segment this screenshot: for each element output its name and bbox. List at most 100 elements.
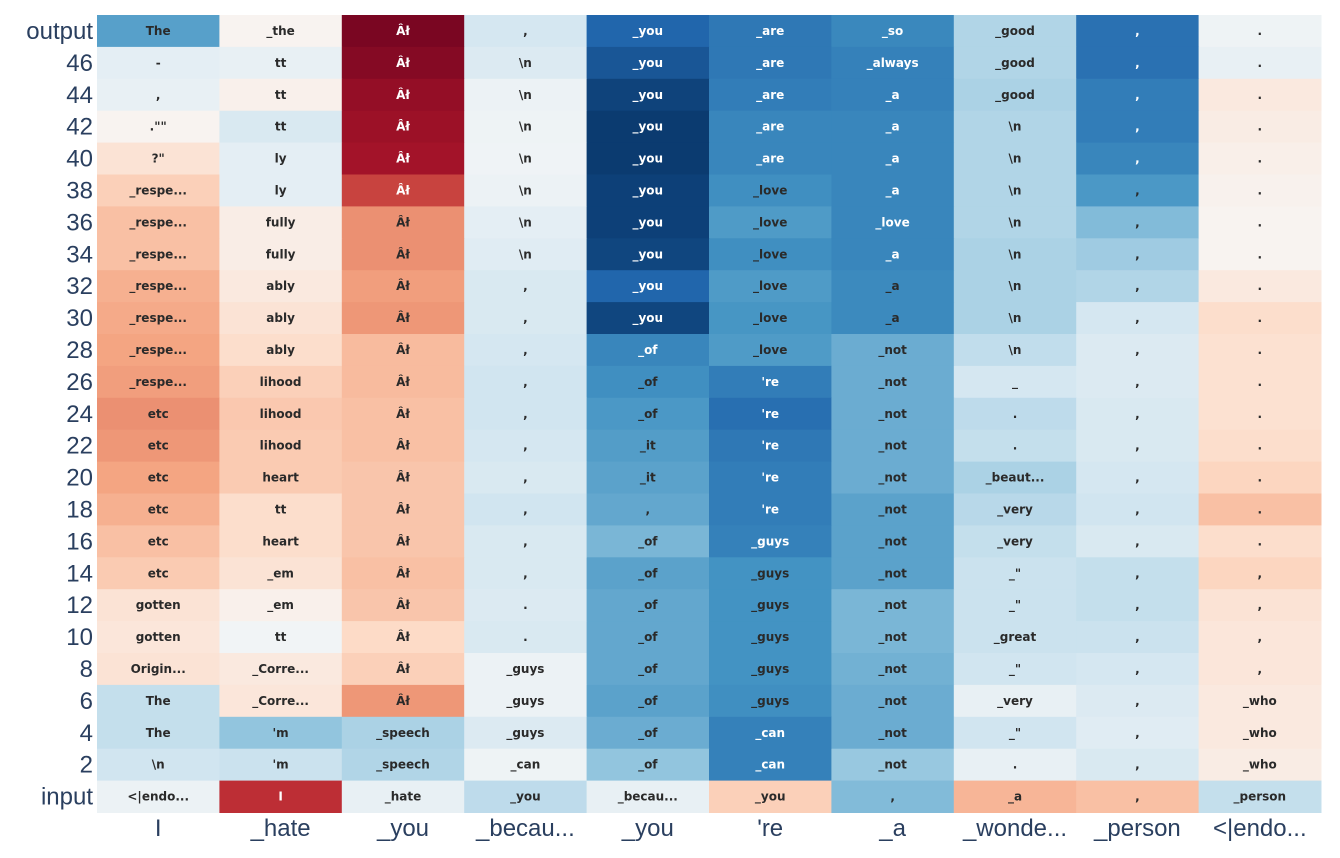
- heatmap-cell-label-r2-c5: _are: [756, 88, 784, 103]
- heatmap-cell-label-r7-c7: \n: [1009, 247, 1022, 261]
- heatmap-cell-r16-c6: [831, 525, 955, 558]
- heatmap-cell-label-r16-c5: _guys: [751, 534, 789, 549]
- heatmap-cell-label-r2-c2: Âł: [396, 87, 410, 102]
- heatmap-cell-r10-c0: [97, 334, 220, 367]
- heatmap-cell-r15-c5: [709, 493, 832, 526]
- heatmap-cell-r20-c7: [953, 653, 1077, 686]
- heatmap-cell-label-r11-c1: lihood: [260, 375, 302, 389]
- heatmap-cell-label-r22-c2: _speech: [376, 726, 430, 741]
- heatmap-cell-r3-c1: [219, 110, 343, 144]
- heatmap-cell-r3-c8: [1076, 110, 1200, 144]
- heatmap-cell-r20-c2: [341, 653, 465, 686]
- heatmap-cell-r17-c2: [341, 557, 465, 590]
- heatmap-cell-label-r23-c7: .: [1013, 758, 1018, 772]
- x-tick-label-1: _hate: [250, 815, 311, 842]
- heatmap-cell-r0-c7: [953, 15, 1077, 48]
- heatmap-cell-label-r12-c8: ,: [1135, 407, 1140, 421]
- heatmap-cell-r21-c8: [1076, 684, 1200, 718]
- heatmap-cell-label-r16-c8: ,: [1135, 534, 1140, 548]
- heatmap-cell-r8-c2: [341, 270, 465, 303]
- heatmap-cell-r14-c4: [586, 461, 710, 494]
- heatmap-cell-label-r8-c4: _you: [632, 279, 663, 294]
- heatmap-cell-label-r20-c6: _not: [878, 662, 907, 677]
- heatmap-cell-label-r14-c3: ,: [523, 471, 528, 485]
- heatmap-cell-label-r14-c5: 're: [761, 471, 779, 485]
- heatmap-cell-r7-c2: [341, 238, 465, 271]
- heatmap-cell-r13-c3: [464, 429, 588, 463]
- heatmap-cell-label-r12-c9: .: [1258, 407, 1263, 421]
- heatmap-cell-r6-c0: [97, 206, 220, 239]
- heatmap-cell-r23-c4: [586, 748, 710, 782]
- heatmap-cell-label-r6-c7: \n: [1009, 215, 1022, 229]
- heatmap-cell-r3-c7: [953, 110, 1077, 144]
- heatmap-cell-r2-c2: [341, 78, 465, 112]
- heatmap-cell-r9-c2: [341, 302, 465, 335]
- heatmap-cell-r5-c4: [586, 174, 710, 207]
- heatmap-cell-label-r9-c6: _a: [886, 311, 900, 326]
- heatmap-cell-r13-c6: [831, 429, 955, 463]
- heatmap-cell-r17-c8: [1076, 557, 1200, 590]
- heatmap-cell-r4-c1: [219, 142, 343, 175]
- heatmap-cell-r10-c8: [1076, 334, 1200, 367]
- heatmap-cell-label-r8-c7: \n: [1009, 279, 1022, 293]
- heatmap-cell-r12-c6: [831, 397, 955, 431]
- heatmap-cell-r23-c8: [1076, 748, 1200, 782]
- y-tick-label-8: 32: [66, 273, 93, 300]
- heatmap-cell-label-r13-c3: ,: [523, 439, 528, 453]
- heatmap-cell-r4-c4: [586, 142, 710, 175]
- heatmap-cell-r18-c8: [1076, 589, 1200, 622]
- heatmap-cell-label-r3-c5: _are: [756, 120, 784, 135]
- heatmap-cell-r20-c1: [219, 653, 343, 686]
- heatmap-cell-label-r10-c7: \n: [1009, 343, 1022, 357]
- heatmap-cell-label-r6-c0: _respe...: [129, 215, 187, 230]
- heatmap-cell-label-r16-c9: .: [1258, 534, 1263, 548]
- heatmap-cell-r3-c4: [586, 110, 710, 144]
- heatmap-cell-label-r0-c9: .: [1258, 24, 1263, 38]
- heatmap-cell-label-r0-c5: _are: [756, 24, 784, 39]
- heatmap-cell-label-r8-c6: _a: [886, 279, 900, 294]
- heatmap-cell-label-r12-c2: Âł: [396, 406, 410, 421]
- heatmap-cell-r19-c1: [219, 621, 343, 654]
- heatmap-cell-label-r9-c8: ,: [1135, 311, 1140, 325]
- heatmap-cell-r21-c0: [97, 684, 220, 718]
- heatmap-cell-r6-c1: [219, 206, 343, 239]
- heatmap-cell-r2-c4: [586, 78, 710, 112]
- heatmap-cell-r16-c2: [341, 525, 465, 558]
- heatmap-cell-label-r1-c7: _good: [995, 56, 1035, 71]
- heatmap-cell-r24-c7: [953, 780, 1077, 813]
- heatmap-cell-r11-c2: [341, 365, 465, 399]
- heatmap-cell-r7-c7: [953, 238, 1077, 271]
- heatmap-cell-r18-c1: [219, 589, 343, 622]
- heatmap-cell-label-r13-c8: ,: [1135, 439, 1140, 453]
- y-tick-label-5: 38: [66, 177, 93, 204]
- heatmap-cell-label-r15-c3: ,: [523, 502, 528, 516]
- x-tick-label-9: <|endo...: [1213, 815, 1307, 842]
- y-tick-label-14: 20: [66, 465, 93, 492]
- heatmap-cell-label-r19-c7: _great: [994, 630, 1037, 645]
- heatmap-cell-r20-c6: [831, 653, 955, 686]
- heatmap-cell-r11-c7: [953, 365, 1077, 399]
- heatmap-cell-r20-c8: [1076, 653, 1200, 686]
- heatmap-cell-r21-c3: [464, 684, 588, 718]
- heatmap-cell-label-r22-c1: 'm: [273, 726, 289, 740]
- heatmap-cell-r8-c7: [953, 270, 1077, 303]
- heatmap-cell-label-r0-c3: ,: [523, 24, 528, 38]
- heatmap-cell-label-r5-c9: .: [1258, 183, 1263, 197]
- heatmap-cell-label-r6-c5: _love: [753, 215, 787, 230]
- heatmap-cell-r21-c1: [219, 684, 343, 718]
- heatmap-cell-label-r0-c6: _so: [882, 24, 903, 39]
- heatmap-cell-label-r4-c4: _you: [632, 152, 663, 167]
- heatmap-cell-r12-c0: [97, 397, 220, 431]
- heatmap-cell-r15-c2: [341, 493, 465, 526]
- heatmap-cell-label-r13-c2: Âł: [396, 438, 410, 453]
- heatmap-cell-label-r16-c7: _very: [997, 534, 1033, 549]
- heatmap-cell-r4-c0: [97, 142, 220, 175]
- heatmap-cell-r10-c2: [341, 334, 465, 367]
- y-tick-label-20: 8: [80, 656, 93, 683]
- heatmap-cell-r15-c8: [1076, 493, 1200, 526]
- heatmap-cell-r18-c4: [586, 589, 710, 622]
- heatmap-cell-r24-c4: [586, 780, 710, 813]
- heatmap-cell-r2-c7: [953, 78, 1077, 112]
- heatmap-cell-label-r21-c1: _Corre...: [252, 694, 309, 709]
- heatmap-cell-r9-c0: [97, 302, 220, 335]
